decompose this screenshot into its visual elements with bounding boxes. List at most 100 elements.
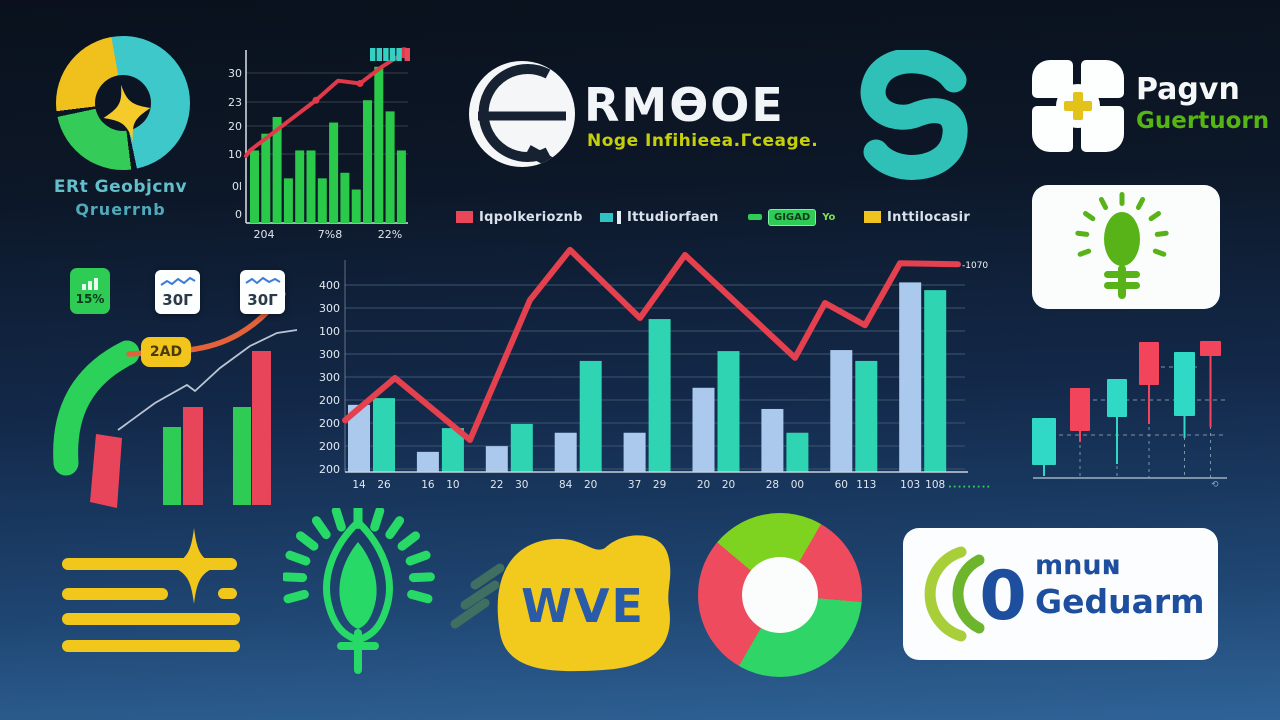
stat-card: 30Γ (155, 270, 200, 314)
bar (717, 351, 740, 472)
x-tick-label: 113 (856, 479, 876, 491)
plus-icon (1064, 101, 1092, 111)
bar (250, 150, 259, 223)
bar (830, 350, 853, 472)
pie-caption-line1: ERt Geobjcnv (53, 177, 188, 197)
candle-body (1107, 379, 1127, 417)
leaf-inner (339, 542, 377, 629)
ray (1135, 197, 1146, 210)
line-bar (62, 640, 240, 652)
y-tick-label: 200 (319, 394, 340, 407)
skewed-bar (90, 434, 122, 508)
zero-glyph: 0 (979, 557, 1026, 636)
legend-label: Ittudiorfaen (627, 209, 719, 225)
bar (374, 66, 384, 223)
legend-item: Inttilocasir (864, 206, 970, 228)
legend-swatch (600, 212, 613, 222)
plant-leaf-icon (283, 508, 435, 674)
bar (329, 122, 339, 223)
ray (405, 550, 431, 566)
x-tick-label: 20 (584, 479, 597, 491)
bar (761, 408, 784, 472)
legend-label: Inttilocasir (887, 209, 971, 225)
bar (510, 423, 533, 472)
ray (385, 516, 405, 540)
rmooe-subtitle: Noge Infihieea.Γceage. (587, 131, 819, 151)
bar (306, 150, 316, 223)
sparkle-star-icon (169, 528, 219, 604)
brand-pie-chart (56, 36, 190, 170)
bar (163, 427, 181, 505)
x-tick-label: 20 (722, 479, 735, 491)
candle-body (1139, 342, 1159, 385)
y-tick-label: 30 (228, 67, 242, 80)
x-tick-label: 14 (352, 479, 366, 491)
legend-tick (617, 210, 621, 224)
legend-swatch (456, 211, 473, 223)
bar (786, 432, 809, 472)
x-tick-label: 10 (446, 479, 459, 491)
bar (899, 282, 922, 472)
speed-dash (460, 580, 500, 610)
bar (692, 387, 715, 472)
pagvn-subtitle: Guertuorn (1136, 108, 1270, 134)
bar (183, 407, 203, 505)
y-tick-label: 300 (319, 348, 340, 361)
donut-hole (742, 557, 818, 633)
pagvn-title: Pagvn (1136, 72, 1240, 107)
value-pill: 2AD (141, 337, 191, 367)
ray (283, 589, 309, 604)
s-swirl-logo (860, 50, 968, 180)
bar (855, 360, 878, 472)
x-tick-label: 22 (490, 479, 503, 491)
axis-glyph: ⟲ (1211, 480, 1219, 490)
y-tick-label: 200 (319, 417, 340, 430)
bottom-donut-chart (698, 513, 862, 677)
y-tick-label: 23 (228, 96, 242, 109)
ray (331, 508, 346, 532)
candle-body (1200, 341, 1221, 356)
legend-badge-suffix: Yo (822, 211, 836, 223)
bar (272, 116, 282, 223)
x-tick-label: 28 (766, 479, 779, 491)
legend-swatch (370, 48, 376, 61)
legend-item: Iqpolkerioznb (456, 206, 583, 228)
y-tick-label: 200 (319, 440, 340, 453)
x-tick-label: 37 (628, 479, 641, 491)
candle-body (1174, 352, 1195, 416)
speed-dash (470, 563, 505, 590)
bar (295, 150, 305, 223)
candle-body (1032, 418, 1056, 465)
legend-swatch (404, 48, 410, 61)
y-tick-label: 100 (319, 325, 340, 338)
percent-badge: 15% (70, 268, 110, 314)
legend-swatch (376, 48, 382, 61)
y-tick-label: 0l (232, 180, 242, 193)
plant-rays (283, 508, 435, 604)
bar (283, 178, 293, 223)
bar (317, 178, 327, 223)
pie-caption: ERt Geobjcnv Qruerrnb (18, 176, 223, 221)
x-tick-label: 20 (697, 479, 710, 491)
x-tick-label: 16 (421, 479, 435, 491)
bar (373, 398, 395, 472)
ray (407, 589, 433, 604)
bar (233, 407, 251, 505)
ray (1152, 248, 1167, 257)
s-path (860, 50, 968, 180)
ray (1075, 230, 1090, 237)
pagvn-logo-icon (1032, 60, 1124, 152)
tiny-chart-icon (82, 277, 98, 290)
line-dash (218, 588, 237, 599)
ray (397, 531, 421, 551)
legend-swatch (396, 48, 402, 61)
bulb-icon (1075, 192, 1169, 299)
ray (1083, 211, 1096, 222)
legend-swatch (389, 48, 396, 61)
bar (416, 451, 439, 472)
percent-badge-label: 15% (75, 291, 105, 306)
crescent-inner (952, 554, 985, 634)
geduarm-logo-icon: 0 (924, 546, 1027, 642)
candlestick-chart: ⟲ (1032, 341, 1227, 490)
x-tick-label: 30 (515, 479, 528, 491)
